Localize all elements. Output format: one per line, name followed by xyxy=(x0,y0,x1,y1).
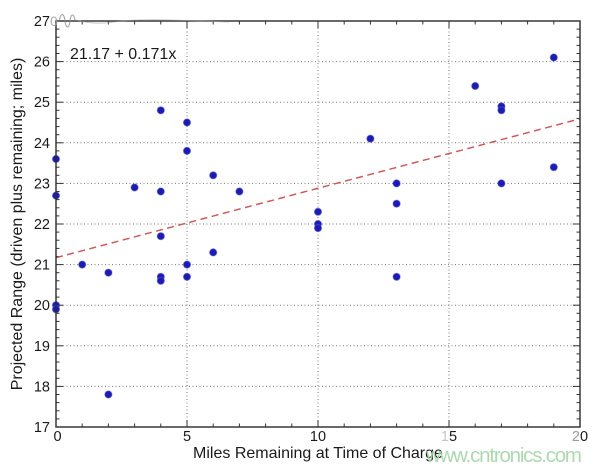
svg-text:25: 25 xyxy=(34,95,50,111)
svg-text:21.17 + 0.171x: 21.17 + 0.171x xyxy=(70,46,176,63)
svg-text:19: 19 xyxy=(34,339,50,355)
svg-text:21: 21 xyxy=(34,258,50,274)
svg-text:17: 17 xyxy=(34,420,50,436)
svg-text:20: 20 xyxy=(34,298,50,314)
svg-text:22: 22 xyxy=(34,217,50,233)
svg-text:27: 27 xyxy=(34,14,50,30)
svg-text:5: 5 xyxy=(183,429,191,445)
svg-text:10: 10 xyxy=(310,429,326,445)
svg-text:0: 0 xyxy=(53,429,61,445)
svg-text:Projected Range (driven plus r: Projected Range (driven plus remaining; … xyxy=(9,58,26,391)
svg-text:20: 20 xyxy=(572,429,588,445)
svg-text:15: 15 xyxy=(441,429,457,445)
svg-text:23: 23 xyxy=(34,176,50,192)
svg-text:www.cntronics.com: www.cntronics.com xyxy=(425,444,582,467)
svg-text:18: 18 xyxy=(34,379,50,395)
svg-text:Miles Remaining at Time of Cha: Miles Remaining at Time of Charge xyxy=(193,445,443,462)
svg-text:0: 0 xyxy=(50,13,58,29)
svg-text:24: 24 xyxy=(34,136,50,152)
svg-text:26: 26 xyxy=(34,55,50,71)
